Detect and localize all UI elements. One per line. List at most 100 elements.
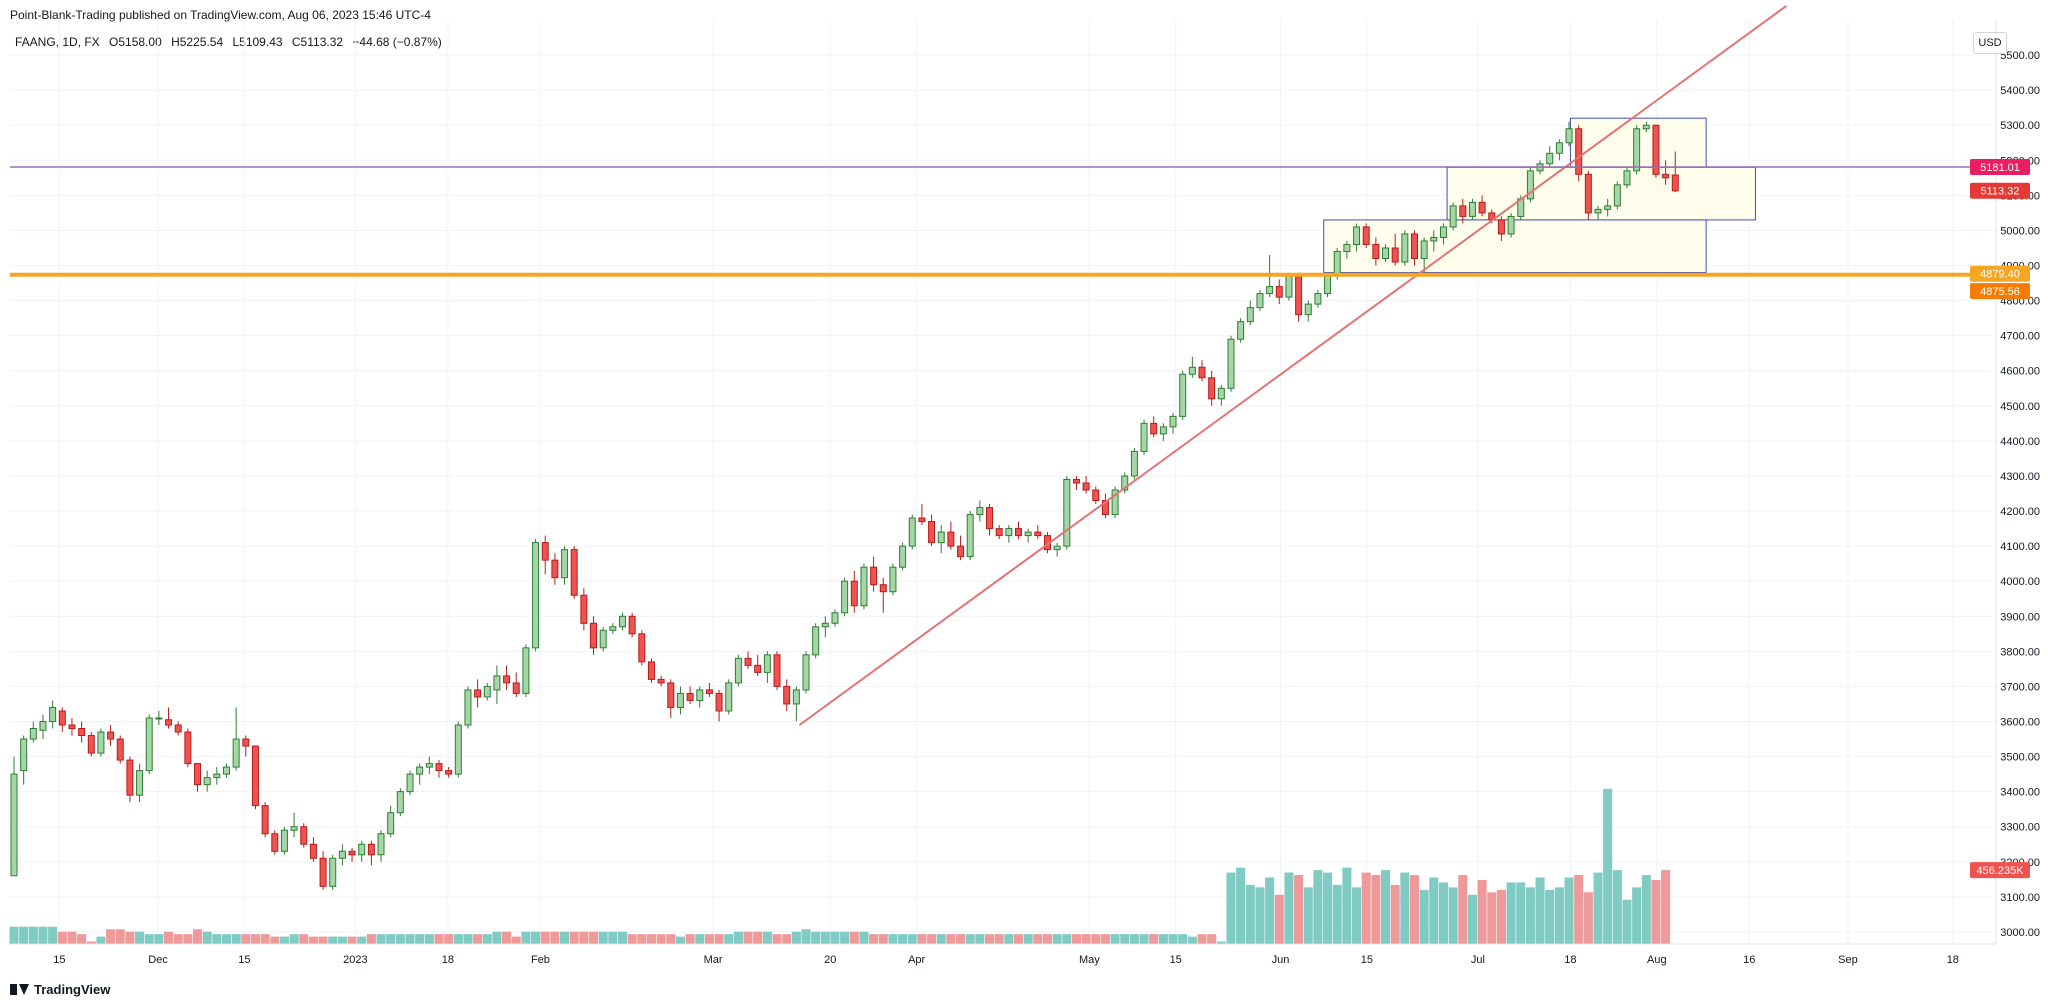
open-value: O5158.00 <box>109 35 162 49</box>
volume-bar <box>260 934 270 944</box>
volume-bar <box>463 934 473 944</box>
volume-bar <box>115 929 125 944</box>
candle-body <box>918 517 926 523</box>
currency-button[interactable]: USD <box>1973 32 2007 54</box>
candle-body <box>561 549 569 579</box>
volume-bar <box>540 931 550 944</box>
volume-bar <box>1042 934 1052 944</box>
candle-body <box>435 763 443 772</box>
candle-body <box>406 773 414 793</box>
candle-body <box>734 657 742 684</box>
volume-bar <box>1207 934 1217 944</box>
candle-body <box>744 657 752 666</box>
candle-body <box>1208 377 1216 400</box>
volume-bar <box>289 934 299 944</box>
volume-bar <box>627 934 637 944</box>
volume-bar <box>888 934 898 944</box>
candle-body <box>1034 531 1042 537</box>
candle-body <box>203 777 211 786</box>
volume-bar <box>1641 875 1651 944</box>
candle-body <box>1024 531 1032 537</box>
time-tick-label: 15 <box>238 954 250 966</box>
candle-body <box>783 685 791 705</box>
price-tick-label: 5400.00 <box>2000 85 2040 97</box>
volume-bar <box>337 936 347 944</box>
zone-rectangle <box>1323 219 1707 274</box>
volume-bar <box>1120 934 1130 944</box>
candle-body <box>97 731 105 754</box>
candle-body <box>165 719 173 726</box>
candle-body <box>541 542 549 561</box>
candle-body <box>812 626 820 656</box>
publisher-header: Point-Blank-Trading published on Trading… <box>10 8 431 22</box>
volume-bar <box>743 931 753 944</box>
volume-bar <box>1352 887 1362 944</box>
volume-bar <box>357 936 367 944</box>
symbol-name[interactable]: FAANG, 1D, FX <box>15 35 100 49</box>
volume-bar <box>1100 934 1110 944</box>
candle-body <box>145 717 153 772</box>
volume-bar <box>1033 934 1043 944</box>
volume-bar <box>328 936 338 944</box>
price-tick-label: 5000.00 <box>2000 225 2040 237</box>
volume-bar <box>1554 887 1564 944</box>
price-tick-label: 4400.00 <box>2000 436 2040 448</box>
candle-body <box>1188 366 1196 375</box>
candle-body <box>464 689 472 726</box>
low-value: L5109.43 <box>232 35 283 49</box>
candle-body <box>1324 275 1332 295</box>
candle-body <box>773 654 781 687</box>
candle-body <box>1671 174 1679 192</box>
volume-bar <box>502 931 512 944</box>
candle-body <box>126 759 134 796</box>
volume-bar <box>598 931 608 944</box>
volume-bar <box>685 934 695 944</box>
candle-body <box>676 692 684 708</box>
volume-bar <box>144 934 154 944</box>
candle-body <box>20 738 28 772</box>
candle-body <box>136 770 144 796</box>
volume-bar <box>840 931 850 944</box>
candle-body <box>1053 545 1061 551</box>
candle-body <box>68 724 76 730</box>
volume-bar <box>1400 872 1410 944</box>
support-price-tag-2: 4875.56 <box>1980 286 2020 298</box>
candle-body <box>821 622 829 628</box>
volume-bar <box>1236 867 1246 944</box>
price-tick-label: 3900.00 <box>2000 611 2040 623</box>
candle-body <box>628 615 636 635</box>
volume-bar <box>1284 872 1294 944</box>
candle-body <box>725 682 733 712</box>
candle-body <box>1092 489 1100 502</box>
volume-bar <box>1622 899 1632 944</box>
candle-body <box>1304 303 1312 316</box>
volume-bar <box>917 934 927 944</box>
candle-body <box>1439 226 1447 238</box>
candle-body <box>1526 170 1534 200</box>
candle-body <box>319 857 327 887</box>
close-value: C5113.32 <box>291 35 344 49</box>
volume-bar <box>28 926 38 944</box>
candle-body <box>1343 243 1351 252</box>
candle-body <box>1169 415 1177 428</box>
support-price-tag-2-bg <box>1970 283 2030 300</box>
volume-bar <box>308 936 318 944</box>
volume-bar <box>1390 884 1400 944</box>
volume-bar <box>531 931 541 944</box>
candle-body <box>348 850 356 856</box>
candle-body <box>1642 124 1650 130</box>
last-price-tag: 5113.32 <box>1981 186 2020 198</box>
candle-body <box>300 826 308 845</box>
candle-body <box>213 773 221 779</box>
time-tick-label: Apr <box>908 954 925 966</box>
candle-body <box>522 647 530 694</box>
trendline <box>798 5 1787 726</box>
volume-bar <box>67 931 77 944</box>
candle-body <box>271 833 279 852</box>
price-tick-label: 4600.00 <box>2000 366 2040 378</box>
volume-bar <box>675 936 685 944</box>
time-tick-label: 15 <box>1170 954 1182 966</box>
volume-bar <box>859 931 869 944</box>
volume-bar <box>1487 892 1497 944</box>
